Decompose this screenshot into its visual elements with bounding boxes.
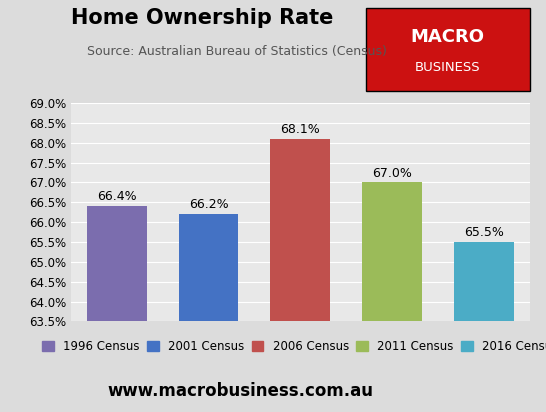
Text: 65.5%: 65.5%	[464, 226, 504, 239]
Bar	[362, 183, 422, 321]
Bar	[179, 214, 239, 321]
Text: 66.4%: 66.4%	[97, 190, 136, 204]
Text: 66.2%: 66.2%	[189, 199, 228, 211]
Bar	[270, 139, 330, 321]
Text: MACRO: MACRO	[411, 28, 485, 46]
Text: 68.1%: 68.1%	[281, 123, 320, 136]
Text: www.macrobusiness.com.au: www.macrobusiness.com.au	[107, 382, 373, 400]
Text: 67.0%: 67.0%	[372, 166, 412, 180]
Bar	[454, 242, 514, 321]
FancyBboxPatch shape	[366, 8, 530, 91]
Text: BUSINESS: BUSINESS	[415, 61, 480, 74]
Legend: 1996 Census, 2001 Census, 2006 Census, 2011 Census, 2016 Census: 1996 Census, 2001 Census, 2006 Census, 2…	[42, 340, 546, 353]
Bar	[87, 206, 147, 321]
Text: Home Ownership Rate: Home Ownership Rate	[71, 8, 334, 28]
Text: Source: Australian Bureau of Statistics (Census): Source: Australian Bureau of Statistics …	[87, 45, 387, 59]
